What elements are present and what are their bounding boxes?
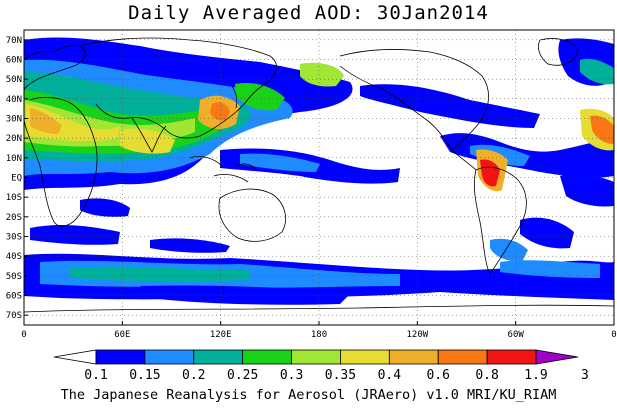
- colorbar-box: [388, 349, 439, 365]
- colorbar-under-triangle: [53, 349, 97, 365]
- lat-label: 50N: [6, 75, 22, 85]
- colorbar-label: 0.3: [280, 368, 303, 383]
- lon-label: 120E: [210, 330, 232, 340]
- colorbar-over-triangle: [535, 349, 579, 365]
- coast-australia: [218, 188, 286, 242]
- coast-asia: [79, 37, 277, 139]
- lon-label: 120W: [406, 330, 428, 340]
- coast-india: [131, 117, 167, 153]
- aod-colorbar: 0.1 0.15 0.2 0.25 0.3 0.35 0.4 0.6 0.8 1.9 3: [53, 349, 589, 383]
- colorbar-box: [340, 349, 390, 365]
- lat-label: 10N: [6, 154, 22, 164]
- lat-label: 40S: [6, 252, 22, 262]
- lat-label: 20N: [6, 134, 22, 144]
- lat-label: 70S: [6, 311, 22, 321]
- colorbar-box: [242, 349, 292, 365]
- coast-africa: [24, 96, 98, 227]
- latitude-labels: 70N 60N 50N 40N 30N 20N 10N EQ 10S 20S 30S 40S 50S 60…: [6, 36, 28, 321]
- lat-label: 70N: [6, 36, 22, 46]
- lat-label: 50S: [6, 272, 22, 282]
- colorbar-label: 0.8: [475, 368, 498, 383]
- lat-label: 30S: [6, 233, 22, 243]
- coast-south-america: [473, 166, 527, 275]
- longitude-labels: 0 60E 120E 180 120W 60W 0: [21, 321, 617, 340]
- coast-north-america: [339, 48, 489, 151]
- colorbar-label: 0.2: [182, 368, 205, 383]
- lat-label: 40N: [6, 95, 22, 105]
- colorbar-label: 0.4: [378, 368, 402, 383]
- colorbar-box: [486, 349, 537, 365]
- colorbar-label: 0.1: [84, 368, 107, 383]
- lat-label: 30N: [6, 115, 22, 125]
- lon-label: 60W: [508, 330, 525, 340]
- coast-europe: [24, 45, 86, 91]
- lat-label: 60S: [6, 292, 22, 302]
- lat-label: 10S: [6, 193, 22, 203]
- colorbar-box: [291, 349, 341, 365]
- colorbar-label: 0.6: [426, 368, 449, 383]
- colorbar-box: [437, 349, 488, 365]
- colorbar-label: 0.35: [325, 368, 356, 383]
- colorbar-box: [193, 349, 244, 365]
- colorbar-label: 3: [581, 368, 589, 383]
- colorbar-label: 1.9: [524, 368, 547, 383]
- colorbar-label: 0.25: [227, 368, 258, 383]
- lon-label: 0: [611, 330, 616, 340]
- lat-label: 60N: [6, 56, 22, 66]
- colorbar-box: [144, 349, 195, 365]
- lat-label: EQ: [11, 174, 22, 184]
- coast-central-america: [451, 149, 477, 171]
- lat-label: 20S: [6, 213, 22, 223]
- coastlines: [24, 37, 614, 313]
- coast-se-asia-islands: [189, 156, 257, 183]
- credits-footer: The Japanese Reanalysis for Aerosol (JRA…: [60, 387, 557, 403]
- lon-label: 60E: [114, 330, 130, 340]
- lon-label: 0: [21, 330, 26, 340]
- colorbar-label: 0.15: [129, 368, 160, 383]
- coast-greenland: [538, 38, 579, 66]
- aod-field: [24, 30, 614, 325]
- page-title: Daily Averaged AOD: 30Jan2014: [128, 2, 489, 24]
- coast-antarctica: [24, 304, 614, 313]
- lon-label: 180: [311, 330, 327, 340]
- colorbar-box: [95, 349, 146, 365]
- coast-japan: [231, 85, 238, 109]
